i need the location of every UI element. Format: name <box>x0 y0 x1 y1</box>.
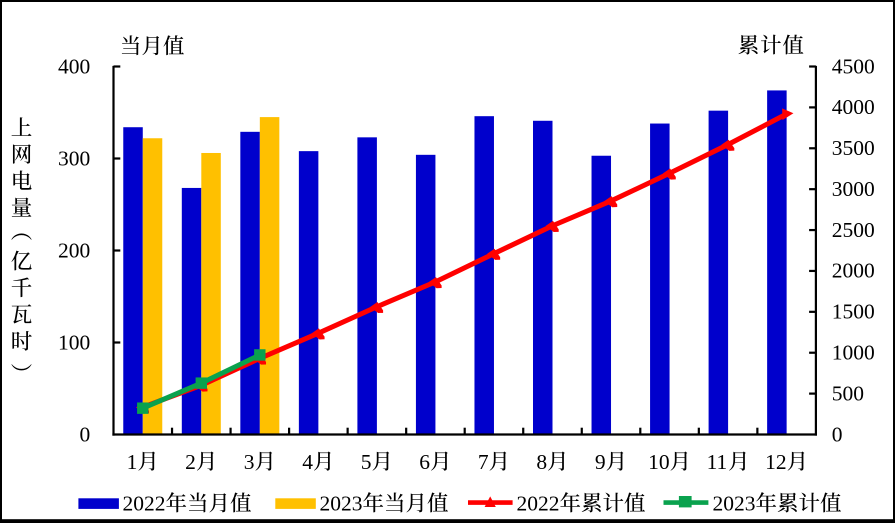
svg-text:1500: 1500 <box>832 300 875 324</box>
svg-text:2022: 2022 <box>517 492 560 516</box>
svg-text:4: 4 <box>302 450 313 474</box>
svg-text:3500: 3500 <box>832 136 875 160</box>
svg-text:10: 10 <box>648 450 670 474</box>
svg-text:4500: 4500 <box>832 54 875 78</box>
svg-text:2000: 2000 <box>832 259 875 283</box>
svg-text:6: 6 <box>419 450 430 474</box>
svg-text:11: 11 <box>707 450 728 474</box>
svg-text:2023: 2023 <box>320 492 363 516</box>
svg-text:2500: 2500 <box>832 218 875 242</box>
svg-text:12: 12 <box>765 450 787 474</box>
svg-text:5: 5 <box>361 450 372 474</box>
svg-text:9: 9 <box>595 450 606 474</box>
svg-text:500: 500 <box>832 381 864 405</box>
svg-text:3: 3 <box>244 450 255 474</box>
svg-text:1000: 1000 <box>832 341 875 365</box>
svg-text:300: 300 <box>58 146 90 170</box>
svg-text:100: 100 <box>58 330 90 354</box>
svg-text:7: 7 <box>478 450 489 474</box>
svg-text:2: 2 <box>185 450 196 474</box>
svg-text:0: 0 <box>832 422 843 446</box>
svg-text:200: 200 <box>58 238 90 262</box>
svg-text:2022: 2022 <box>123 492 166 516</box>
svg-text:3000: 3000 <box>832 177 875 201</box>
svg-text:4000: 4000 <box>832 95 875 119</box>
svg-text:0: 0 <box>80 422 91 446</box>
svg-text:400: 400 <box>58 54 90 78</box>
svg-text:2023: 2023 <box>713 492 756 516</box>
svg-text:1: 1 <box>127 450 138 474</box>
svg-text:8: 8 <box>536 450 547 474</box>
